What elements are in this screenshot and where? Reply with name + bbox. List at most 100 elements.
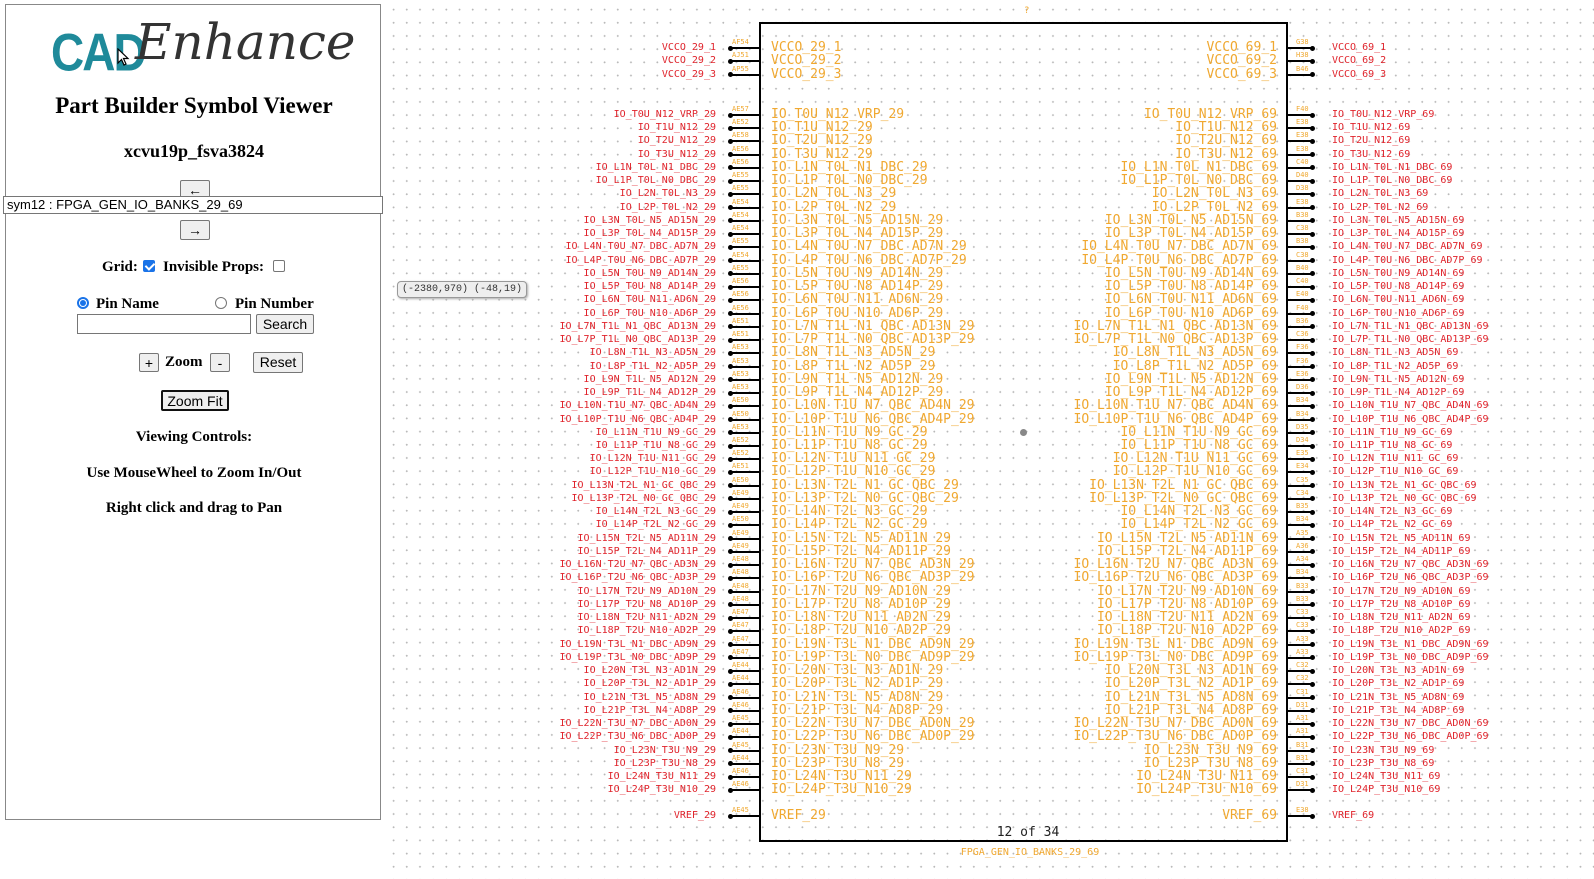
pin-endpoint-dot <box>728 628 733 634</box>
zoom-out-button[interactable]: - <box>210 353 230 372</box>
pin-number: AE51 <box>732 330 749 339</box>
pin-endpoint-dot <box>728 311 733 317</box>
pin-name: IO_L17P_T2U_N8_AD10P_69 <box>1096 596 1277 612</box>
net-label: IO_L19N_T3L_N1_DBC_AD9N_69 <box>1332 638 1489 650</box>
pin-number: AP55 <box>732 64 749 73</box>
pin-lead <box>732 378 759 381</box>
pin-endpoint-dot <box>1310 45 1315 51</box>
net-label: IO_L1N_T0L_N1_DBC_29 <box>595 161 716 173</box>
pin-name: IO_L10P_T1U_N6_QBC_AD4P_69 <box>1073 411 1278 427</box>
pin-lead <box>1288 193 1314 196</box>
net-label: IO_L15P_T2L_N4_AD11P_29 <box>577 545 716 557</box>
pin-name: IO_L6P_T0U_N10_AD6P_69 <box>1104 305 1277 321</box>
pin-number: E38 <box>1296 144 1309 153</box>
net-label: IO_L14N_T2L_N3_GC_29 <box>595 506 716 518</box>
search-input[interactable] <box>77 314 251 334</box>
search-button[interactable]: Search <box>256 314 314 334</box>
pin-endpoint-dot <box>1310 403 1315 409</box>
next-symbol-button[interactable]: → <box>180 220 210 240</box>
symbol-caption: FPGA_GEN_IO_BANKS_29_69 <box>960 847 1100 858</box>
net-label: IO_L7N_T1L_N1_QBC_AD13N_29 <box>559 320 716 332</box>
pin-name-radio[interactable] <box>77 297 89 309</box>
net-label: IO_L19P_T3L_N0_DBC_AD9P_29 <box>559 651 716 663</box>
pin-number: AE45 <box>732 714 749 723</box>
pin-name: IO_L24N_T3U_N11_69 <box>1136 769 1277 784</box>
pin-endpoint-dot <box>1310 536 1315 542</box>
pin-lead <box>732 524 759 527</box>
pin-lead <box>1288 723 1314 726</box>
pin-endpoint-dot <box>1310 655 1315 661</box>
pin-number: AE57 <box>732 105 749 113</box>
pin-lead <box>732 219 759 222</box>
pin-name: IO_L21P_T3L_N4_AD8P_69 <box>1104 702 1277 718</box>
pin-name: IO_L3P_T0L_N4_AD15P_69 <box>1104 226 1277 242</box>
pin-name: IO_L8P_T1L_N2_AD5P_69 <box>1112 358 1277 374</box>
pin-name: IO_L16N_T2U_N7_QBC_AD3N_69 <box>1073 557 1278 573</box>
pin-name: IO_L15N_T2L_N5_AD11N_69 <box>1096 530 1277 546</box>
reset-button[interactable]: Reset <box>253 352 303 373</box>
pin-name: IO_L18P_T2U_N10_AD2P_69 <box>1096 623 1277 639</box>
invisible-props-checkbox[interactable] <box>273 260 285 272</box>
pin-endpoint-dot <box>1310 642 1315 648</box>
pin-number: AE53 <box>732 422 749 431</box>
net-label: IO_L24N_T3U_N11_69 <box>1332 771 1441 782</box>
pin-lead <box>1288 683 1314 686</box>
net-label: IO_L4N_T0U_N7_DBC_AD7N_69 <box>1332 241 1483 253</box>
pin-endpoint-dot <box>728 562 733 568</box>
pin-name: IO_L9N_T1L_N5_AD12N_69 <box>1104 371 1277 387</box>
pin-name: IO_L5N_T0U_N9_AD14N_29 <box>771 265 944 281</box>
net-label: IO_L18N_T2U_N11_AD2N_29 <box>577 612 716 624</box>
net-label: IO_L11P_T1U_N8_GC_29 <box>595 440 716 451</box>
schematic-canvas[interactable] <box>384 0 1594 879</box>
zoom-fit-button[interactable]: Zoom Fit <box>161 390 229 411</box>
pin-lead <box>732 736 759 739</box>
pin-lead <box>1288 233 1314 236</box>
top-origin-mark: ? <box>1024 6 1030 16</box>
pin-endpoint-dot <box>728 761 733 767</box>
pin-name: IO_L7P_T1L_N0_QBC_AD13P_69 <box>1073 332 1278 348</box>
pin-number-radio[interactable] <box>215 297 227 309</box>
pin-endpoint-dot <box>728 297 733 303</box>
pin-endpoint-dot <box>1310 311 1315 317</box>
pin-number: C32 <box>1296 661 1309 670</box>
coordinate-readout: (-2380,970) (-48,19) <box>397 281 528 298</box>
pin-endpoint-dot <box>1310 681 1315 687</box>
pin-number: AE58 <box>732 131 749 140</box>
net-label: IO_T1U_N12_69 <box>1332 122 1411 134</box>
pin-number: A31 <box>1296 727 1309 736</box>
pin-lead <box>1288 458 1314 461</box>
pin-number: E35 <box>1296 449 1309 458</box>
pin-name: IO_L19P_T3L_N0_DBC_AD9P_29 <box>771 649 975 665</box>
pin-number: AE44 <box>732 727 749 736</box>
pin-endpoint-dot <box>1310 589 1315 595</box>
pin-lead <box>1288 339 1314 342</box>
pin-endpoint-dot <box>728 112 733 118</box>
pin-lead <box>732 537 759 540</box>
pin-endpoint-dot <box>728 403 733 409</box>
pin-endpoint-dot <box>1310 178 1315 184</box>
net-label: IO_L21P_T3L_N4_AD8P_69 <box>1332 704 1465 716</box>
net-label: IO_L15N_T2L_N5_AD11N_29 <box>577 532 716 544</box>
net-label: IO_T3U_N12_69 <box>1332 148 1411 160</box>
net-label: IO_L3P_T0L_N4_AD15P_29 <box>583 228 716 240</box>
pin-number: AE48 <box>732 594 749 603</box>
pin-lead <box>1288 219 1314 222</box>
net-label: IO_L11N_T1U_N9_GC_69 <box>1332 426 1453 438</box>
pin-number: AF54 <box>732 38 749 46</box>
net-label: IO_L2N_T0L_N3_69 <box>1332 188 1429 200</box>
pin-endpoint-dot <box>728 72 733 78</box>
pin-lead <box>1288 286 1314 289</box>
pin-endpoint-dot <box>1310 152 1315 158</box>
pin-lead <box>1288 484 1314 487</box>
pin-number: AE50 <box>732 475 749 484</box>
pin-lead <box>732 458 759 461</box>
net-label: IO_L7P_T1L_N0_QBC_AD13P_29 <box>559 334 716 346</box>
pin-endpoint-dot <box>1310 258 1315 264</box>
pin-number: AE56 <box>732 144 749 153</box>
pin-number: AE46 <box>732 687 749 696</box>
grid-checkbox[interactable] <box>143 260 155 272</box>
pin-endpoint-dot <box>728 549 733 555</box>
pin-number: E38 <box>1296 118 1309 127</box>
symbol-select[interactable]: sym12 : FPGA_GEN_IO_BANKS_29_69 <box>3 196 383 214</box>
zoom-in-button[interactable]: + <box>139 353 159 372</box>
